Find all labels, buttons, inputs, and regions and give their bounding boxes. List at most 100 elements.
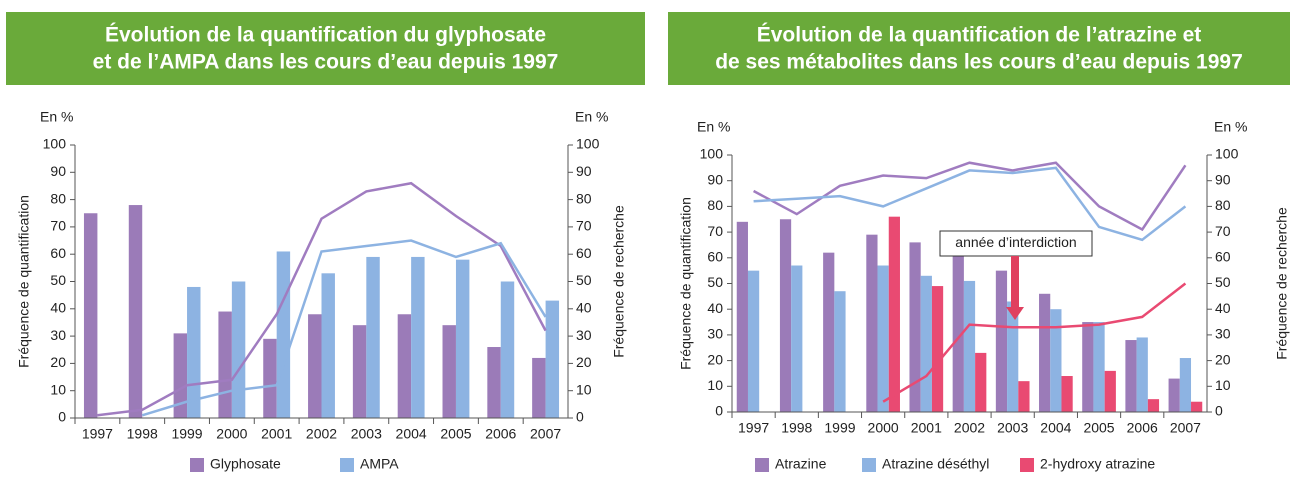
y2-tick-label: 60 [576,245,592,261]
bar [218,311,232,418]
chart-title: de ses métabolites dans les cours d’eau … [715,51,1243,74]
y2-tick-label: 70 [576,218,592,234]
y-tick-label: 0 [715,403,723,419]
x-tick-label: 1999 [171,426,202,442]
y-unit: En % [40,109,73,125]
annotation-box [939,230,1093,257]
x-tick-label: 2004 [1040,420,1071,436]
x-tick-label: 2005 [440,426,471,442]
x-tick-label: 1999 [824,420,855,436]
x-tick-label: 2006 [485,426,516,442]
bar [877,265,889,412]
annotation-arrow-shaft [1011,256,1019,308]
legend-swatch [1020,458,1034,472]
bar [455,259,470,418]
x-tick-label: 2000 [216,426,247,442]
legend-label: Atrazine déséthyl [882,456,989,472]
bar [952,255,964,412]
y-tick-label: 90 [50,163,66,179]
bar [747,270,760,412]
bar [83,213,98,418]
y2-tick-label: 70 [1215,223,1231,239]
line [753,161,1187,232]
bar [1018,381,1030,412]
y2-tick-label: 100 [576,136,600,152]
title-box [6,12,645,85]
bar [442,325,456,418]
bar [487,347,501,418]
bar [366,256,380,418]
x-tick-label: 2007 [1170,420,1201,436]
y-tick-label: 30 [707,326,723,342]
bar [1136,337,1148,412]
y2-tick-label: 50 [576,272,592,288]
bar [1007,301,1019,412]
y-tick-label: 10 [50,381,66,397]
bar [231,281,246,418]
bar [1061,376,1073,412]
y-tick-label: 100 [700,146,724,162]
bar [1191,401,1203,412]
y-axis-label: Fréquence de quantification [678,197,694,370]
bar [1179,358,1192,412]
x-tick-label: 2003 [997,420,1028,436]
x-tick-label: 1998 [781,420,812,436]
y-tick-label: 50 [50,272,66,288]
y2-tick-label: 90 [576,163,592,179]
bar [888,216,900,412]
y-tick-label: 30 [50,327,66,343]
bar [276,251,291,418]
y-tick-label: 10 [707,377,723,393]
y2-tick-label: 0 [576,409,584,425]
legend-label: Atrazine [775,456,827,472]
title-box [668,12,1290,85]
legend-swatch [340,458,354,472]
bar [823,252,835,412]
bar [500,281,515,418]
bar [975,352,987,412]
bar [308,314,322,418]
x-tick-label: 2004 [396,426,427,442]
y2-tick-label: 80 [576,190,592,206]
bar [352,325,367,418]
bar [1147,399,1160,412]
bar [909,242,921,412]
x-tick-label: 2000 [868,420,899,436]
y-tick-label: 70 [707,223,723,239]
y2-tick-label: 40 [576,300,592,316]
y-tick-label: 60 [707,249,723,265]
bar [1104,370,1116,412]
legend-swatch [755,458,769,472]
y2-tick-label: 10 [1215,377,1231,393]
y2-axis-label: Fréquence de recherche [1274,207,1290,360]
y2-tick-label: 80 [1215,197,1231,213]
bar [173,333,188,418]
annotation: année d’interdiction [955,234,1076,250]
y-tick-label: 50 [707,274,723,290]
bar [397,314,412,418]
bar [931,286,944,412]
chart-title: Évolution de la quantification du glypho… [105,24,546,47]
y-tick-label: 80 [50,190,66,206]
y-axis-label: Fréquence de quantification [16,195,32,368]
x-tick-label: 1998 [127,426,158,442]
line [97,181,547,417]
bar [791,265,803,412]
bar [532,357,546,418]
x-tick-label: 2006 [1127,420,1158,436]
y-tick-label: 90 [707,171,723,187]
y-tick-label: 40 [707,300,723,316]
y2-unit: En % [1214,119,1247,135]
bar [1168,378,1180,412]
bar [736,221,748,412]
legend-label: Glyphosate [210,456,281,472]
y-tick-label: 20 [50,354,66,370]
y2-unit: En % [575,109,608,125]
y-tick-label: 40 [50,300,66,316]
bar [1050,309,1062,412]
x-tick-label: 2002 [306,426,337,442]
bar [779,219,792,412]
bar [1082,322,1094,412]
y2-tick-label: 30 [1215,326,1231,342]
